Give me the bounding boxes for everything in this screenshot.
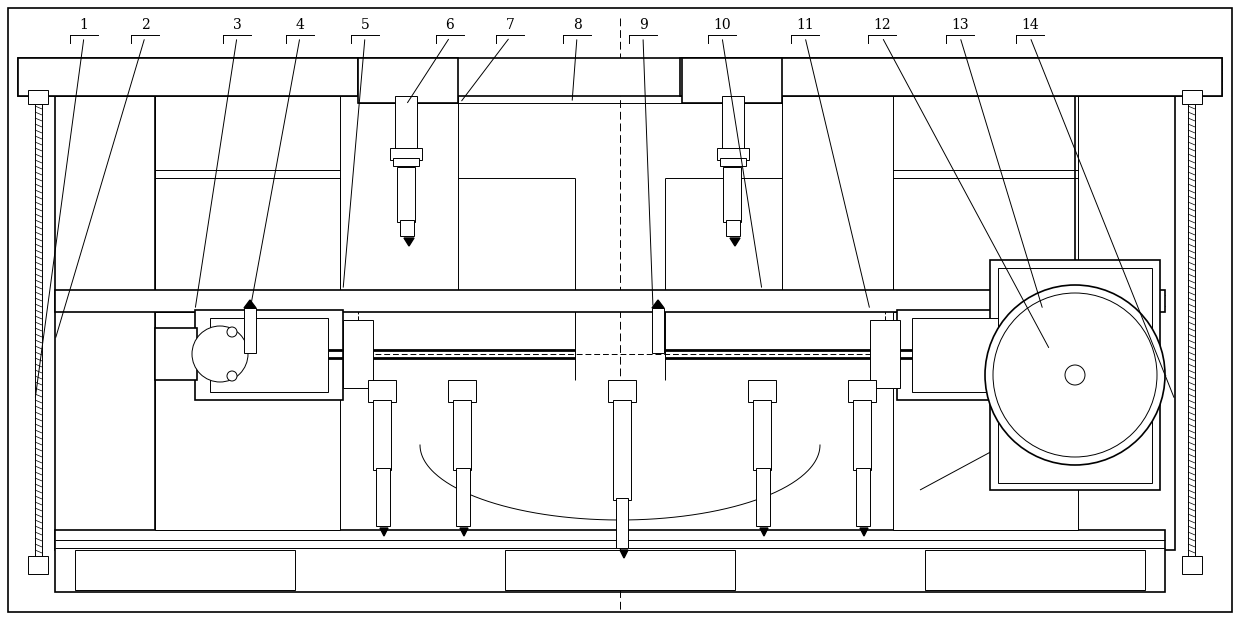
Text: 7: 7 bbox=[506, 18, 515, 32]
Bar bbox=[897, 310, 1045, 400]
Bar bbox=[911, 318, 1030, 392]
Bar bbox=[756, 468, 770, 526]
Polygon shape bbox=[244, 300, 255, 308]
Bar bbox=[753, 400, 771, 470]
Bar bbox=[1043, 328, 1085, 380]
Bar bbox=[397, 167, 415, 222]
Bar bbox=[358, 58, 458, 103]
Bar bbox=[748, 380, 776, 402]
Bar bbox=[391, 148, 422, 160]
Text: 8: 8 bbox=[573, 18, 582, 32]
Bar bbox=[717, 148, 749, 160]
Bar bbox=[870, 320, 900, 388]
Bar bbox=[848, 380, 875, 402]
Circle shape bbox=[1065, 365, 1085, 385]
Bar bbox=[990, 260, 1159, 490]
Bar bbox=[998, 268, 1152, 483]
Bar bbox=[722, 96, 744, 151]
Bar bbox=[55, 530, 1166, 592]
Text: 14: 14 bbox=[1021, 18, 1039, 32]
Bar bbox=[55, 96, 155, 550]
Circle shape bbox=[993, 293, 1157, 457]
Circle shape bbox=[994, 326, 1050, 382]
Circle shape bbox=[192, 326, 248, 382]
Bar bbox=[680, 58, 1221, 96]
Polygon shape bbox=[861, 528, 868, 536]
Bar bbox=[853, 400, 870, 470]
Text: 5: 5 bbox=[361, 18, 370, 32]
Bar bbox=[19, 58, 358, 96]
Bar bbox=[29, 90, 48, 104]
Bar bbox=[195, 310, 343, 400]
Bar bbox=[456, 468, 470, 526]
Polygon shape bbox=[652, 300, 663, 308]
Bar bbox=[723, 167, 742, 222]
Text: 12: 12 bbox=[873, 18, 890, 32]
Bar bbox=[393, 158, 419, 166]
Bar bbox=[608, 380, 636, 402]
Circle shape bbox=[1004, 371, 1016, 381]
Bar bbox=[1182, 90, 1202, 104]
Circle shape bbox=[1004, 327, 1016, 337]
Bar bbox=[155, 312, 340, 530]
Polygon shape bbox=[460, 528, 467, 536]
Bar bbox=[74, 550, 295, 590]
Bar bbox=[19, 58, 1221, 96]
Polygon shape bbox=[379, 528, 388, 536]
Bar bbox=[376, 468, 391, 526]
Circle shape bbox=[985, 285, 1166, 465]
Text: 1: 1 bbox=[79, 18, 88, 32]
Text: 9: 9 bbox=[639, 18, 647, 32]
Text: 11: 11 bbox=[796, 18, 813, 32]
Bar bbox=[652, 308, 663, 353]
Text: 10: 10 bbox=[713, 18, 730, 32]
Bar bbox=[155, 328, 197, 380]
Bar bbox=[856, 468, 870, 526]
Text: 4: 4 bbox=[295, 18, 305, 32]
Bar bbox=[343, 320, 373, 388]
Bar bbox=[925, 550, 1145, 590]
Bar bbox=[368, 380, 396, 402]
Bar bbox=[893, 312, 1078, 530]
Polygon shape bbox=[730, 238, 740, 246]
Bar bbox=[448, 380, 476, 402]
Text: 2: 2 bbox=[140, 18, 149, 32]
Polygon shape bbox=[620, 550, 627, 558]
Bar bbox=[401, 220, 414, 236]
Bar bbox=[29, 556, 48, 574]
Bar bbox=[373, 400, 391, 470]
Polygon shape bbox=[404, 238, 414, 246]
Bar bbox=[210, 318, 329, 392]
Bar bbox=[396, 96, 417, 151]
Bar bbox=[725, 220, 740, 236]
Text: 3: 3 bbox=[233, 18, 242, 32]
Bar bbox=[613, 400, 631, 500]
Text: 13: 13 bbox=[951, 18, 968, 32]
Bar bbox=[453, 400, 471, 470]
Bar bbox=[1075, 96, 1176, 550]
Text: 6: 6 bbox=[445, 18, 454, 32]
Bar bbox=[55, 290, 1166, 312]
Circle shape bbox=[227, 327, 237, 337]
Circle shape bbox=[227, 371, 237, 381]
Bar bbox=[1182, 556, 1202, 574]
Bar bbox=[616, 498, 627, 548]
Bar bbox=[505, 550, 735, 590]
Bar bbox=[244, 308, 255, 353]
Polygon shape bbox=[760, 528, 768, 536]
Bar bbox=[720, 158, 746, 166]
Bar bbox=[682, 58, 782, 103]
